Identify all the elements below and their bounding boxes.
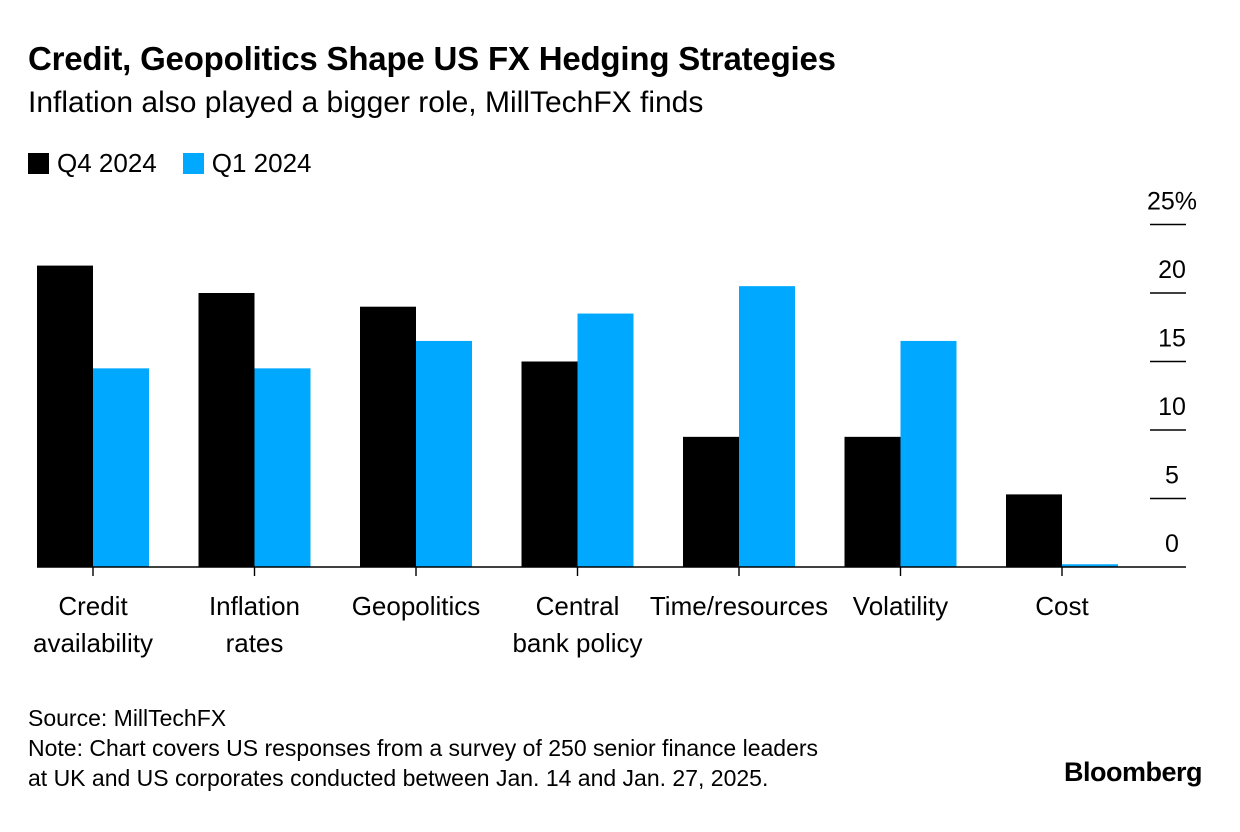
x-tick-label-7: Cost [1035, 591, 1089, 621]
legend-label-q1-2024: Q1 2024 [211, 148, 312, 178]
bar-q4-2024-3 [360, 306, 416, 567]
legend-label-q4-2024: Q4 2024 [57, 148, 157, 178]
bar-q4-2024-1 [37, 265, 93, 567]
bar-q4-2024-5 [683, 436, 739, 567]
footer-notes: Source: MillTechFX Note: Chart covers US… [28, 703, 818, 793]
legend: Q4 2024 Q1 2024 [28, 148, 338, 179]
bar-q4-2024-7 [1006, 494, 1062, 567]
bar-q1-2024-5 [739, 286, 795, 567]
x-tick-label-2: Inflation rates [209, 591, 300, 658]
bar-q1-2024-4 [577, 313, 634, 567]
bar-q4-2024-2 [198, 293, 255, 567]
bar-q1-2024-3 [416, 340, 472, 567]
y-tick-label-25: 25% [1147, 188, 1197, 216]
bloomberg-logo: Bloomberg [1063, 757, 1203, 787]
y-tick-label-5: 5 [1165, 462, 1179, 490]
bar-q4-2024-4 [521, 361, 578, 567]
legend-item-q1-2024: Q1 2024 [182, 148, 312, 179]
x-tick-label-6: Volatility [853, 591, 948, 621]
bar-q4-2024-6 [844, 436, 901, 567]
x-tick-label-5: Time/resources [650, 591, 828, 621]
bar-q1-2024-7 [1062, 564, 1118, 567]
source-text: Source: MillTechFX [28, 705, 227, 731]
legend-swatch-q4-2024 [28, 153, 49, 174]
y-tick-label-0: 0 [1165, 530, 1179, 558]
y-tick-label-20: 20 [1158, 256, 1186, 284]
bar-q1-2024-1 [93, 368, 149, 567]
bar-q1-2024-2 [254, 368, 311, 567]
x-tick-label-1: Credit availability [33, 591, 153, 658]
x-tick-label-4: Central bank policy [512, 591, 642, 658]
note-text-line-2: at UK and US corporates conducted betwee… [28, 765, 769, 791]
legend-swatch-q1-2024 [182, 153, 204, 174]
note-text-line-1: Note: Chart covers US responses from a s… [28, 735, 819, 761]
chart-title: Credit, Geopolitics Shape US FX Hedging … [28, 40, 836, 77]
x-tick-label-3: Geopolitics [352, 591, 481, 621]
y-tick-label-10: 10 [1158, 393, 1186, 421]
legend-item-q4-2024: Q4 2024 [28, 148, 157, 179]
chart-subtitle: Inflation also played a bigger role, Mil… [28, 86, 704, 119]
bar-q1-2024-6 [900, 340, 957, 567]
y-tick-label-15: 15 [1158, 325, 1186, 353]
